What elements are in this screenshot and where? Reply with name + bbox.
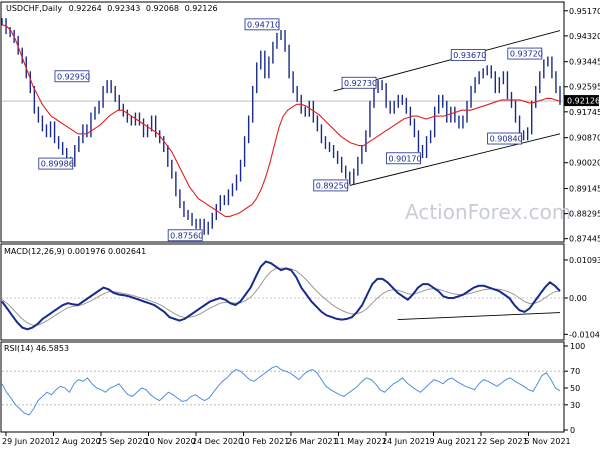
price-annotation: 0.90170 (386, 152, 422, 165)
price-tick-label: 0.88295 (569, 210, 600, 219)
time-tick-label: 10 Nov 2020 (145, 437, 196, 446)
macd-axis: 0.010935 0.00 -0.010459 (564, 256, 600, 339)
time-tick-label: 29 Jun 2020 (2, 437, 50, 446)
price-tick-label: 0.94320 (569, 32, 600, 41)
ohlc-low: 0.92068 (146, 4, 179, 13)
ohlc-close: 0.92126 (185, 4, 218, 13)
time-tick-label: 10 Feb 2021 (240, 437, 290, 446)
price-annotation: 0.93670 (450, 49, 486, 61)
price-tick-label: 0.95170 (569, 7, 600, 16)
price-annotation: 0.90840 (487, 132, 523, 145)
annotation-label: 0.92730 (344, 79, 377, 88)
annotation-label: 0.90840 (490, 135, 523, 144)
annotation-label: 0.92950 (57, 72, 90, 81)
current-price-tag: 0.92126 (564, 95, 600, 107)
price-annotation: 0.92730 (341, 76, 377, 89)
price-plot (1, 18, 564, 235)
price-annotation: 0.92950 (54, 70, 90, 83)
rsi-tick-label: 30 (570, 401, 580, 410)
ema-line (1, 24, 561, 217)
time-tick-label: 5 Nov 2021 (525, 437, 571, 446)
price-tick-label: 0.92595 (569, 83, 600, 92)
current-price-value: 0.92126 (567, 97, 600, 106)
macd-plot (1, 260, 564, 331)
symbol-text: USDCHF,Daily (6, 4, 62, 13)
current-price-box (564, 95, 599, 107)
time-tick-label: 25 Sep 2020 (97, 437, 148, 446)
macd-tick-label: 0.00 (569, 294, 587, 303)
rsi-plot (1, 365, 564, 416)
time-tick-label: 9 Aug 2021 (430, 437, 476, 446)
macd-trendline (397, 312, 561, 321)
price-annotation: 0.87560 (167, 229, 203, 242)
annotation-label: 0.89250 (316, 181, 349, 190)
annotation-box (244, 18, 280, 31)
macd-panel: MACD(12,26,9) 0.001976 0.002641 0.010935… (0, 243, 600, 341)
time-tick-label: 11 May 2021 (335, 437, 387, 446)
price-annotations: 0.92950 0.89986 0.87560 0.94710 0.92730 0.892… (38, 18, 543, 242)
annotation-box (313, 179, 349, 192)
watermark: ActionForex.com (405, 200, 571, 224)
rsi-panel: RSI(14) 46.5853 100 70 50 30 0 (0, 341, 585, 435)
symbol-label: USDCHF,Daily 0.92264 0.92343 0.92068 0.9… (6, 4, 218, 13)
annotation-label: 0.93720 (510, 50, 543, 59)
macd-tick-label: -0.010459 (569, 330, 600, 339)
price-annotation: 0.94710 (244, 18, 280, 31)
rsi-tick-label: 50 (570, 384, 580, 393)
rsi-tick-label: 100 (570, 342, 585, 351)
time-tick-label: 24 Jun 2021 (382, 437, 430, 446)
price-tick-label: 0.93445 (569, 58, 600, 67)
price-tick-label: 0.90020 (569, 159, 600, 168)
price-tick-label: 0.90870 (569, 134, 600, 143)
price-annotation: 0.89250 (313, 179, 349, 192)
annotation-box (386, 152, 421, 165)
rsi-axis: 100 70 50 30 0 (564, 342, 585, 435)
time-tick-label: 22 Sep 2021 (477, 437, 528, 446)
macd-line (1, 260, 561, 331)
annotation-box (54, 70, 90, 83)
annotation-label: 0.87560 (170, 231, 203, 240)
macd-signal-line (1, 267, 561, 326)
ohlc-high: 0.92343 (107, 4, 140, 13)
annotation-label: 0.89986 (41, 160, 74, 169)
price-annotation: 0.93720 (507, 47, 543, 60)
annotation-label: 0.90170 (389, 154, 422, 163)
annotation-box (341, 76, 377, 89)
annotation-box (507, 47, 543, 60)
annotation-box (487, 132, 523, 145)
annotation-label: 0.94710 (247, 20, 280, 29)
ohlc-open: 0.92264 (69, 4, 102, 13)
channel-lower-line (349, 133, 561, 186)
rsi-tick-label: 70 (570, 367, 580, 376)
annotation-box (167, 229, 203, 242)
rsi-tick-label: 0 (570, 426, 575, 435)
rsi-title: RSI(14) 46.5853 (4, 344, 69, 353)
annotation-box (38, 157, 74, 170)
time-tick-label: 24 Dec 2020 (192, 437, 243, 446)
price-tick-label: 0.87445 (569, 235, 600, 244)
price-tick-label: 0.91745 (569, 108, 600, 117)
macd-tick-label: 0.010935 (569, 256, 600, 265)
price-axis: 0.95170 0.94320 0.93445 0.92595 0.91745 0.908… (564, 7, 600, 244)
annotation-label: 0.93670 (453, 51, 486, 60)
price-annotation: 0.89986 (38, 157, 74, 170)
macd-title: MACD(12,26,9) 0.001976 0.002641 (4, 247, 146, 256)
rsi-line (1, 365, 561, 416)
annotation-box (450, 49, 486, 61)
time-tick-label: 26 Mar 2021 (287, 437, 338, 446)
time-tick-label: 12 Aug 2020 (50, 437, 101, 446)
price-tick-label: 0.89145 (569, 185, 600, 194)
price-panel: ActionForex.com USDCHF,Daily 0.92264 0.9… (0, 1, 600, 244)
